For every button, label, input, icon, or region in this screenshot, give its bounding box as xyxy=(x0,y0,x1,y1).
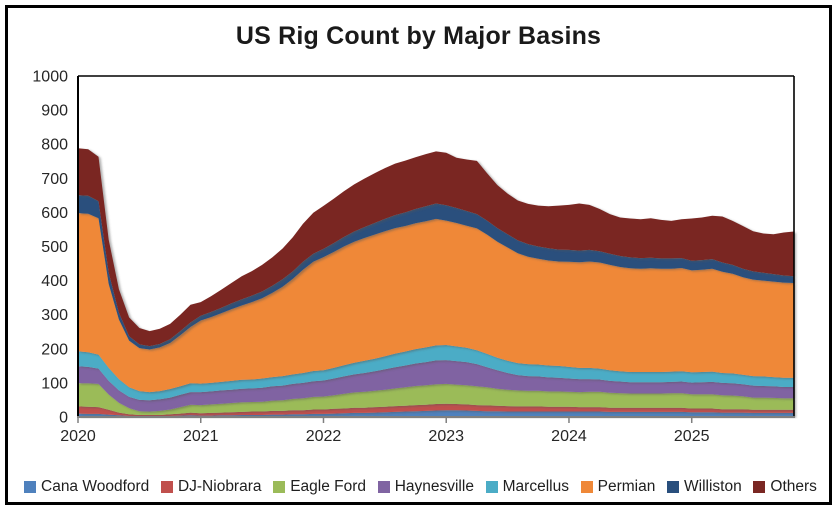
chart-axis-labels: 0 100 200 300 400 500 600 700 800 900 1000 2020 2021… xyxy=(32,69,709,446)
legend: Cana Woodford DJ-Niobrara Eagle Ford Haynes… xyxy=(24,477,817,497)
y-tick-label-600: 600 xyxy=(41,205,68,222)
y-tick-label-100: 100 xyxy=(41,375,68,392)
legend-label-williston: Williston xyxy=(684,478,742,495)
legend-item-permian: Permian xyxy=(580,478,656,496)
y-tick-label-800: 800 xyxy=(41,137,68,154)
chart-title: US Rig Count by Major Basins xyxy=(235,22,602,50)
x-tick-label-2023: 2023 xyxy=(428,428,464,445)
legend-swatch-haynesville xyxy=(377,481,390,493)
legend-label-haynesville: Haynesville xyxy=(394,478,474,495)
x-tick-label-2025: 2025 xyxy=(674,428,710,445)
legend-label-eagle-ford: Eagle Ford xyxy=(290,478,367,495)
legend-label-others: Others xyxy=(770,478,817,495)
legend-label-marcellus: Marcellus xyxy=(502,478,569,495)
area-dj-niobrara xyxy=(78,403,794,417)
y-tick-label-300: 300 xyxy=(41,307,68,324)
area-cana-woodford xyxy=(78,410,794,417)
legend-swatch-cana-woodford xyxy=(24,481,36,493)
x-tick-label-2021: 2021 xyxy=(183,428,219,445)
legend-item-dj-niobrara: DJ-Niobrara xyxy=(160,478,262,496)
legend-item-eagle-ford: Eagle Ford xyxy=(273,478,366,496)
legend-label-permian: Permian xyxy=(597,478,656,495)
y-tick-label-500: 500 xyxy=(41,239,68,256)
legend-swatch-marcellus xyxy=(485,481,498,493)
legend-swatch-williston xyxy=(667,481,680,493)
legend-item-others: Others xyxy=(753,478,817,496)
legend-swatch-eagle-ford xyxy=(273,481,286,493)
y-tick-label-200: 200 xyxy=(41,341,68,358)
legend-swatch-dj-niobrara xyxy=(160,481,173,493)
legend-label-dj-niobrara: DJ-Niobrara xyxy=(177,478,262,495)
x-tick-label-2022: 2022 xyxy=(306,428,342,445)
area-haynesville xyxy=(78,360,794,412)
area-marcellus xyxy=(78,345,794,401)
legend-item-marcellus: Marcellus xyxy=(485,478,569,496)
legend-swatch-others xyxy=(753,481,766,493)
y-tick-label-1000: 1000 xyxy=(32,69,68,86)
x-tick-label-2024: 2024 xyxy=(551,428,587,445)
legend-swatch-permian xyxy=(580,481,593,493)
legend-item-cana-woodford: Cana Woodford xyxy=(24,478,149,496)
chart-axes xyxy=(77,75,795,423)
area-permian xyxy=(78,213,794,393)
y-tick-label-0: 0 xyxy=(59,410,68,427)
y-tick-label-700: 700 xyxy=(41,171,68,188)
area-eagle-ford xyxy=(78,383,794,415)
y-tick-label-400: 400 xyxy=(41,273,68,290)
legend-label-cana-woodford: Cana Woodford xyxy=(41,478,150,495)
chart-areas xyxy=(78,148,794,417)
legend-item-williston: Williston xyxy=(667,478,742,496)
legend-item-haynesville: Haynesville xyxy=(377,478,474,496)
y-tick-label-900: 900 xyxy=(41,103,68,120)
x-tick-label-2020: 2020 xyxy=(60,428,96,445)
area-others xyxy=(78,148,794,347)
